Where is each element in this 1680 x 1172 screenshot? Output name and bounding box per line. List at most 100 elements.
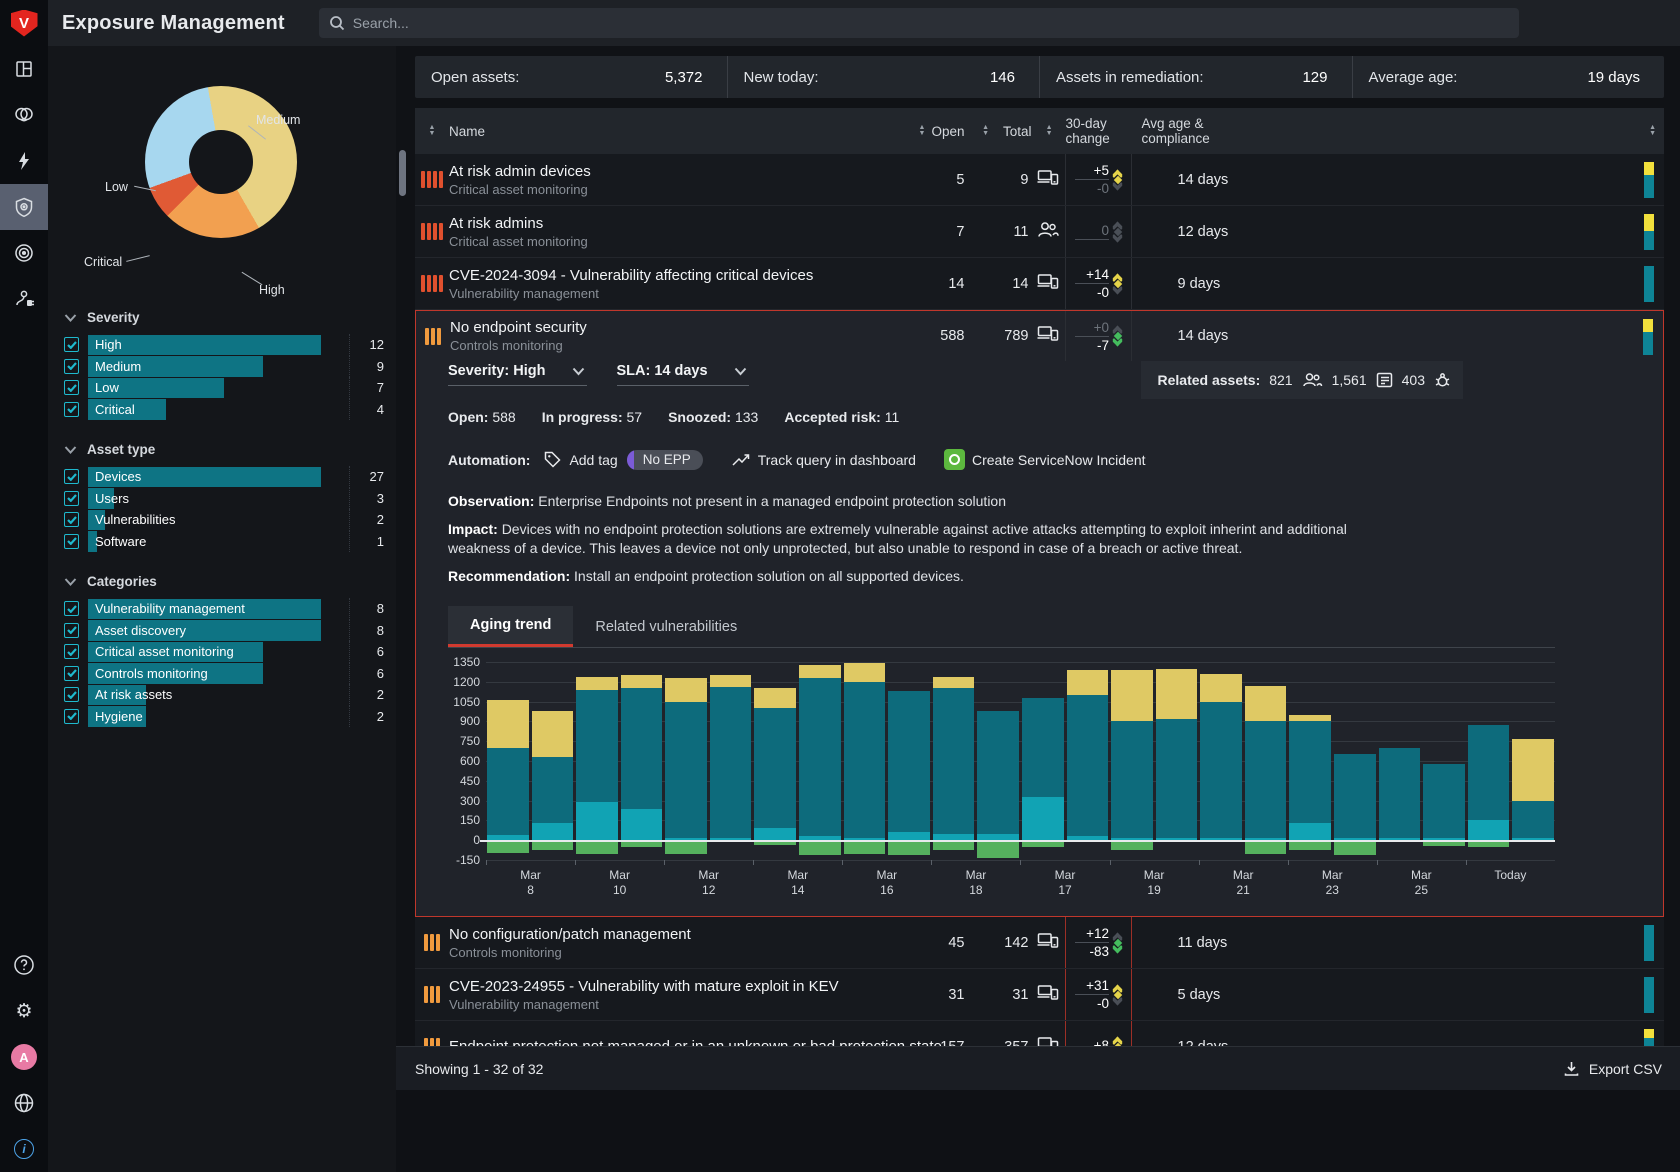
- tab-related-vulnerabilities[interactable]: Related vulnerabilities: [573, 606, 759, 647]
- user-menu[interactable]: A: [0, 1034, 48, 1080]
- nav-info[interactable]: i: [0, 1126, 48, 1172]
- checkbox-checked[interactable]: [64, 644, 79, 659]
- x-tick-label: Mar14: [753, 868, 842, 898]
- checkbox-checked[interactable]: [64, 709, 79, 724]
- checkbox-checked[interactable]: [64, 469, 79, 484]
- avg-age-cell: 9 days: [1132, 258, 1665, 309]
- column-change[interactable]: 30-day change: [1066, 116, 1131, 146]
- scrollbar-thumb[interactable]: [399, 150, 406, 196]
- query-name-cell[interactable]: At risk adminsCritical asset monitoring: [449, 214, 870, 250]
- query-name-cell[interactable]: No configuration/patch managementControl…: [449, 925, 870, 961]
- table-row[interactable]: At risk admin devicesCritical asset moni…: [415, 154, 1664, 206]
- facet-group-header[interactable]: Asset type: [64, 442, 396, 457]
- related-devices-count[interactable]: 1,561: [1332, 372, 1367, 388]
- table-row[interactable]: CVE-2023-24955 - Vulnerability with matu…: [415, 969, 1664, 1021]
- nav-integrations[interactable]: [0, 276, 48, 322]
- sort-avg-age[interactable]: ▲▼: [1649, 125, 1656, 137]
- create-servicenow-button[interactable]: Create ServiceNow Incident: [944, 449, 1146, 470]
- sort-open[interactable]: ▲▼: [919, 125, 926, 137]
- column-name[interactable]: Name: [449, 124, 485, 139]
- checkbox-checked[interactable]: [64, 359, 79, 374]
- nav-campaigns[interactable]: [0, 230, 48, 276]
- severity-select[interactable]: Severity: High: [448, 361, 587, 386]
- brand-logo[interactable]: V: [0, 0, 48, 46]
- column-total[interactable]: Total: [1003, 124, 1032, 139]
- query-name-cell[interactable]: At risk admin devicesCritical asset moni…: [449, 162, 870, 198]
- total-count: 14: [1012, 276, 1028, 292]
- stacked-bar: [665, 662, 707, 860]
- checkbox-checked[interactable]: [64, 512, 79, 527]
- nav-region[interactable]: [0, 1080, 48, 1126]
- facet-item-medium[interactable]: Medium9: [64, 356, 396, 378]
- facet-item-hygiene[interactable]: Hygiene2: [64, 706, 396, 728]
- table-row[interactable]: No endpoint securityControls monitoring5…: [416, 311, 1663, 361]
- globe-icon: [13, 1092, 35, 1114]
- track-query-button[interactable]: Track query in dashboard: [731, 452, 916, 468]
- open-count-cell: 45: [870, 935, 965, 951]
- trend-indicator: [1114, 177, 1121, 183]
- column-open[interactable]: Open: [931, 124, 964, 139]
- facet-group-header[interactable]: Categories: [64, 574, 396, 589]
- facet-item-high[interactable]: High12: [64, 334, 396, 356]
- facet-item-at-risk-assets[interactable]: At risk assets2: [64, 684, 396, 706]
- add-tag-button[interactable]: Add tag: [543, 450, 617, 469]
- facet-item-software[interactable]: Software1: [64, 531, 396, 553]
- query-name-cell[interactable]: CVE-2024-3094 - Vulnerability affecting …: [449, 266, 870, 302]
- facet-item-low[interactable]: Low7: [64, 377, 396, 399]
- checkbox-checked[interactable]: [64, 402, 79, 417]
- search-input[interactable]: Search...: [319, 8, 1519, 38]
- change-cell: +14-0: [1065, 258, 1132, 309]
- table-row[interactable]: CVE-2024-3094 - Vulnerability affecting …: [415, 258, 1664, 310]
- sort-change[interactable]: ▲▼: [1046, 125, 1053, 137]
- checkbox-checked[interactable]: [64, 380, 79, 395]
- checkbox-checked[interactable]: [64, 666, 79, 681]
- facet-item-devices[interactable]: Devices27: [64, 466, 396, 488]
- x-tick-label: Mar17: [1020, 868, 1109, 898]
- table-row[interactable]: At risk adminsCritical asset monitoring7…: [415, 206, 1664, 258]
- nav-overview[interactable]: [0, 46, 48, 92]
- facet-item-critical-asset-monitoring[interactable]: Critical asset monitoring6: [64, 641, 396, 663]
- donut-ring[interactable]: [145, 86, 297, 238]
- x-tick-label: Mar23: [1288, 868, 1377, 898]
- checkbox-checked[interactable]: [64, 601, 79, 616]
- checkbox-checked[interactable]: [64, 534, 79, 549]
- nav-threats[interactable]: [0, 92, 48, 138]
- nav-attacks[interactable]: [0, 138, 48, 184]
- checkbox-checked[interactable]: [64, 337, 79, 352]
- y-tick-label: 900: [460, 714, 480, 728]
- checkbox-checked[interactable]: [64, 687, 79, 702]
- chart-y-axis: 1350120010509007506004503001500-150: [448, 662, 486, 860]
- query-name-cell[interactable]: CVE-2023-24955 - Vulnerability with matu…: [449, 977, 870, 1013]
- severity-critical-icon: [415, 223, 449, 240]
- change-down-value: -83: [1089, 944, 1109, 959]
- facet-group-header[interactable]: Severity: [64, 310, 396, 325]
- nav-settings[interactable]: ⚙: [0, 988, 48, 1034]
- stacked-bar: [844, 662, 886, 860]
- facet-item-asset-discovery[interactable]: Asset discovery8: [64, 620, 396, 642]
- change-indicator: +12-83: [1075, 926, 1121, 959]
- facet-item-controls-monitoring[interactable]: Controls monitoring6: [64, 663, 396, 685]
- tab-aging-trend[interactable]: Aging trend: [448, 606, 573, 647]
- facet-item-critical[interactable]: Critical4: [64, 399, 396, 421]
- export-csv-button[interactable]: Export CSV: [1563, 1060, 1662, 1077]
- total-count-cell: 142: [965, 932, 1065, 954]
- facet-item-users[interactable]: Users3: [64, 488, 396, 510]
- related-users-count[interactable]: 821: [1269, 372, 1292, 388]
- filters-sidebar: Medium Low Critical High SeverityHigh12M…: [48, 46, 396, 1172]
- segment-in-progress: [754, 828, 796, 840]
- column-avg-age[interactable]: Avg age & compliance: [1142, 116, 1228, 146]
- nav-help[interactable]: [0, 942, 48, 988]
- related-vulns-count[interactable]: 403: [1402, 372, 1425, 388]
- table-row[interactable]: No configuration/patch managementControl…: [415, 917, 1664, 969]
- sort-expander[interactable]: ▲▼: [429, 125, 436, 137]
- facet-item-vulnerabilities[interactable]: Vulnerabilities2: [64, 509, 396, 531]
- checkbox-checked[interactable]: [64, 623, 79, 638]
- sort-total[interactable]: ▲▼: [982, 125, 989, 137]
- nav-exposure-management[interactable]: [0, 184, 48, 230]
- facet-item-vulnerability-management[interactable]: Vulnerability management8: [64, 598, 396, 620]
- sla-select[interactable]: SLA: 14 days: [617, 361, 749, 386]
- tag-pill-no-epp[interactable]: No EPP: [627, 450, 703, 470]
- query-name-cell[interactable]: No endpoint securityControls monitoring: [450, 318, 870, 354]
- segment-open: [844, 682, 886, 838]
- checkbox-checked[interactable]: [64, 491, 79, 506]
